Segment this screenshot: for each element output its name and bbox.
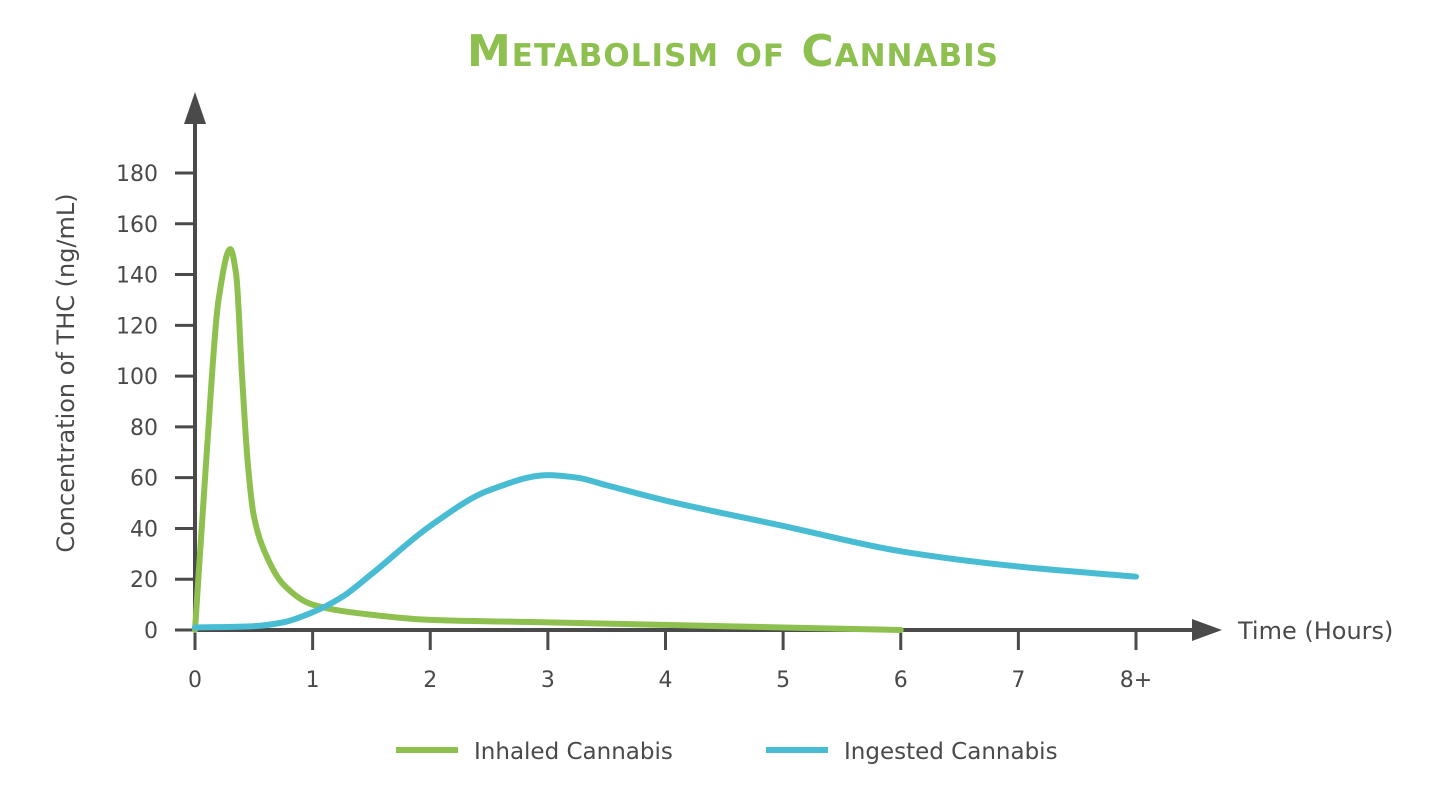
x-tick-label: 4 <box>659 668 673 693</box>
y-tick-label: 160 <box>116 213 158 238</box>
legend-label-ingested-cannabis: Ingested Cannabis <box>844 739 1058 765</box>
series-layer <box>192 246 1139 633</box>
axes <box>184 92 1222 641</box>
x-tick-label: 7 <box>1011 668 1025 693</box>
x-tick-label: 8+ <box>1120 668 1152 693</box>
y-tick-label: 100 <box>116 365 158 390</box>
y-tick-label: 40 <box>130 517 158 542</box>
y-axis-label: Concentration of THC (ng/mL) <box>52 193 80 552</box>
series-line-ingested-cannabis <box>192 472 1139 631</box>
y-axis: 0 20 40 60 80 100 120 140 160 180 <box>116 162 195 644</box>
chart-title: Metabolism of Cannabis <box>467 26 999 77</box>
x-tick-label: 3 <box>541 668 555 693</box>
y-tick-label: 120 <box>116 314 158 339</box>
series-line-inhaled-cannabis <box>192 246 904 633</box>
y-tick-label: 140 <box>116 264 158 289</box>
x-axis: 0 1 2 3 4 5 6 7 8+ <box>188 630 1152 693</box>
y-tick-label: 60 <box>130 467 158 492</box>
x-axis-arrow <box>1192 619 1222 641</box>
x-tick-label: 2 <box>423 668 437 693</box>
x-tick-label: 0 <box>188 668 202 693</box>
x-tick-label: 5 <box>776 668 790 693</box>
legend-label-inhaled-cannabis: Inhaled Cannabis <box>474 739 673 765</box>
y-tick-label: 20 <box>130 568 158 593</box>
y-axis-arrow <box>184 92 206 124</box>
legend: Inhaled Cannabis Ingested Cannabis <box>396 739 1058 765</box>
x-axis-label: Time (Hours) <box>1237 617 1393 645</box>
y-tick-label: 80 <box>130 416 158 441</box>
y-tick-label: 180 <box>116 162 158 187</box>
y-tick-label: 0 <box>144 619 158 644</box>
x-tick-label: 6 <box>894 668 908 693</box>
x-tick-label: 1 <box>306 668 320 693</box>
